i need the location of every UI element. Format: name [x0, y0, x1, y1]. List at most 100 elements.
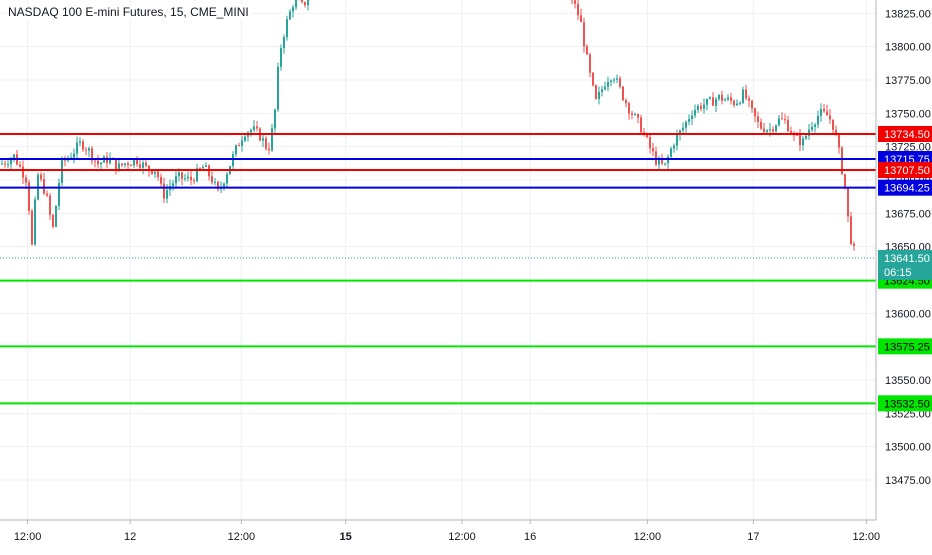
candle-body: [685, 122, 687, 128]
candle-body: [838, 135, 840, 148]
x-tick-label: 12:00: [448, 531, 476, 543]
candle-body: [202, 167, 204, 169]
candle-body: [133, 159, 135, 165]
candle-body: [700, 106, 702, 109]
candle-body: [616, 78, 618, 79]
candle-body: [586, 46, 588, 54]
candle-body: [577, 4, 579, 16]
candle-body: [823, 109, 825, 111]
candle-body: [766, 130, 768, 132]
candle-body: [850, 216, 852, 244]
candle-body: [43, 179, 45, 193]
candle-body: [250, 130, 252, 132]
candle-body: [757, 116, 759, 122]
y-tick-label: 13500.00: [885, 442, 931, 454]
candle-body: [580, 15, 582, 22]
candle-body: [40, 175, 42, 180]
candle-body: [772, 129, 774, 131]
candle-body: [574, 0, 576, 3]
candle-body: [238, 145, 240, 146]
candle-body: [82, 141, 84, 149]
x-tick-label: 12:00: [228, 531, 256, 543]
chart-title: NASDAQ 100 E-mini Futures, 15, CME_MINI: [6, 4, 251, 20]
x-tick-label: 12:00: [853, 531, 881, 543]
candle-body: [727, 98, 729, 100]
candle-body: [697, 106, 699, 110]
candle-body: [769, 129, 771, 130]
candle-body: [619, 78, 621, 86]
candle-body: [763, 129, 765, 132]
candle-body: [88, 148, 90, 150]
candle-body: [181, 172, 183, 178]
candle-body: [787, 120, 789, 131]
candle-body: [799, 135, 801, 145]
candle-body: [271, 128, 273, 150]
y-tick-label: 13600.00: [885, 308, 931, 320]
candle-body: [802, 138, 804, 145]
candle-body: [151, 171, 153, 174]
candle-body: [637, 114, 639, 118]
level-price-label: 13575.25: [884, 341, 930, 353]
candle-body: [673, 146, 675, 149]
candle-body: [709, 97, 711, 99]
candle-body: [163, 184, 165, 199]
candle-body: [100, 163, 102, 165]
candle-body: [748, 99, 750, 101]
candle-body: [46, 194, 48, 196]
candle-body: [301, 0, 303, 2]
candle-body: [4, 163, 6, 164]
candle-body: [85, 150, 87, 151]
candle-body: [652, 148, 654, 151]
candle-body: [724, 100, 726, 101]
candle-body: [694, 110, 696, 116]
candle-body: [154, 171, 156, 173]
candle-body: [97, 161, 99, 165]
candle-body: [814, 125, 816, 127]
candle-body: [289, 11, 291, 19]
candle-body: [241, 140, 243, 145]
y-tick-label: 13675.00: [885, 208, 931, 220]
candle-body: [598, 92, 600, 99]
candle-body: [262, 138, 264, 140]
candle-body: [670, 148, 672, 156]
candle-body: [712, 97, 714, 105]
candle-body: [283, 37, 285, 48]
candle-body: [613, 80, 615, 81]
y-tick-label: 13775.00: [885, 75, 931, 87]
candle-body: [715, 99, 717, 106]
candle-body: [664, 163, 666, 164]
candle-body: [34, 199, 36, 244]
y-tick-label: 13825.00: [885, 8, 931, 20]
candle-body: [703, 105, 705, 109]
candle-body: [235, 145, 237, 154]
candle-body: [658, 160, 660, 165]
candle-body: [175, 176, 177, 183]
candle-body: [256, 126, 258, 128]
candle-body: [142, 163, 144, 168]
candle-body: [268, 149, 270, 151]
candle-body: [781, 118, 783, 119]
candle-body: [274, 109, 276, 128]
x-tick-label: 12: [124, 531, 136, 543]
candle-body: [160, 177, 162, 184]
bar-countdown-label: 06:15: [884, 267, 912, 279]
candle-body: [76, 143, 78, 154]
candle-body: [25, 178, 27, 183]
candle-body: [244, 137, 246, 141]
candle-body: [751, 101, 753, 109]
candle-body: [631, 113, 633, 114]
candle-body: [73, 154, 75, 158]
candle-body: [286, 19, 288, 37]
candle-body: [607, 82, 609, 87]
candle-body: [145, 163, 147, 166]
level-price-label: 13694.25: [884, 183, 930, 195]
candle-body: [601, 89, 603, 92]
y-tick-label: 13550.00: [885, 375, 931, 387]
candle-body: [622, 87, 624, 100]
candle-body: [232, 154, 234, 166]
candle-body: [742, 90, 744, 103]
candle-body: [184, 178, 186, 179]
candle-body: [166, 190, 168, 199]
